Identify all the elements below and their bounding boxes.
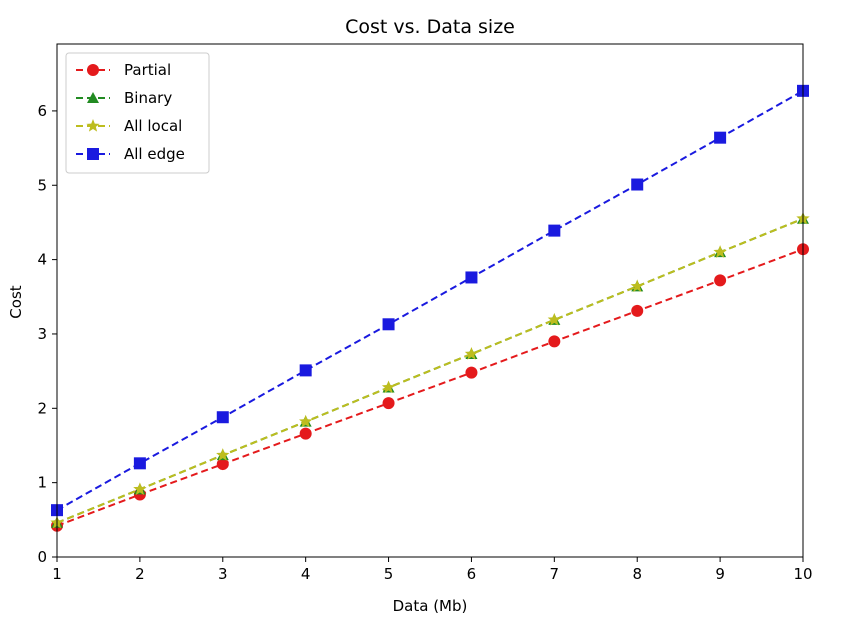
y-tick-label: 4 <box>37 251 47 269</box>
x-tick-label: 8 <box>632 565 642 583</box>
data-point-all-local <box>713 245 727 258</box>
data-point-partial <box>465 366 478 379</box>
legend-marker-partial <box>87 64 99 76</box>
data-point-all-local <box>299 414 313 428</box>
data-point-partial <box>548 335 561 348</box>
data-point-all-local <box>464 347 479 360</box>
data-point-all-local <box>547 312 561 326</box>
legend-marker-binary <box>87 92 99 103</box>
y-tick-label: 6 <box>37 102 47 120</box>
y-tick-label: 0 <box>37 548 47 566</box>
data-point-all-local <box>133 482 147 496</box>
x-tick-label: 1 <box>52 565 62 583</box>
data-point-all-edge <box>382 318 395 331</box>
data-point-all-edge <box>465 271 478 284</box>
data-point-all-local <box>216 448 230 461</box>
data-point-all-edge <box>133 457 146 470</box>
y-tick-label: 2 <box>37 399 47 417</box>
y-tick-label: 1 <box>37 474 47 492</box>
legend-label-partial: Partial <box>124 61 171 79</box>
x-tick-label: 7 <box>550 565 560 583</box>
y-tick-label: 3 <box>37 325 47 343</box>
data-point-all-edge <box>548 224 561 237</box>
data-point-partial <box>382 397 395 410</box>
x-tick-label: 4 <box>301 565 311 583</box>
data-point-all-edge <box>631 178 644 191</box>
data-point-all-edge <box>714 131 727 144</box>
x-tick-label: 9 <box>715 565 725 583</box>
x-axis-label: Data (Mb) <box>393 597 468 615</box>
data-point-partial <box>714 274 727 287</box>
legend: Partial Binary All local All edge <box>65 52 210 174</box>
axes-frame <box>56 43 804 558</box>
x-tick-label: 6 <box>467 565 477 583</box>
legend-box <box>65 52 210 174</box>
data-point-all-edge <box>299 364 312 377</box>
legend-label-all-edge: All edge <box>124 145 185 163</box>
legend-label-all-local: All local <box>124 117 182 135</box>
data-point-partial <box>631 304 644 317</box>
data-point-partial <box>216 458 229 471</box>
x-tick-label: 2 <box>135 565 145 583</box>
data-point-all-local <box>381 380 396 394</box>
data-point-all-edge <box>216 411 229 424</box>
legend-marker-all-edge <box>87 148 99 160</box>
x-tick-label: 10 <box>793 565 812 583</box>
legend-label-binary: Binary <box>124 89 172 107</box>
chart-title: Cost vs. Data size <box>345 16 515 38</box>
data-point-all-local <box>630 279 644 293</box>
series-line-all-local <box>57 217 803 524</box>
y-axis-label: Cost <box>7 285 25 318</box>
series-line-partial <box>57 248 803 527</box>
y-tick-label: 5 <box>37 176 47 194</box>
legend-marker-all-local <box>86 119 100 132</box>
data-point-partial <box>299 427 312 440</box>
x-tick-label: 5 <box>384 565 394 583</box>
x-tick-label: 3 <box>218 565 228 583</box>
